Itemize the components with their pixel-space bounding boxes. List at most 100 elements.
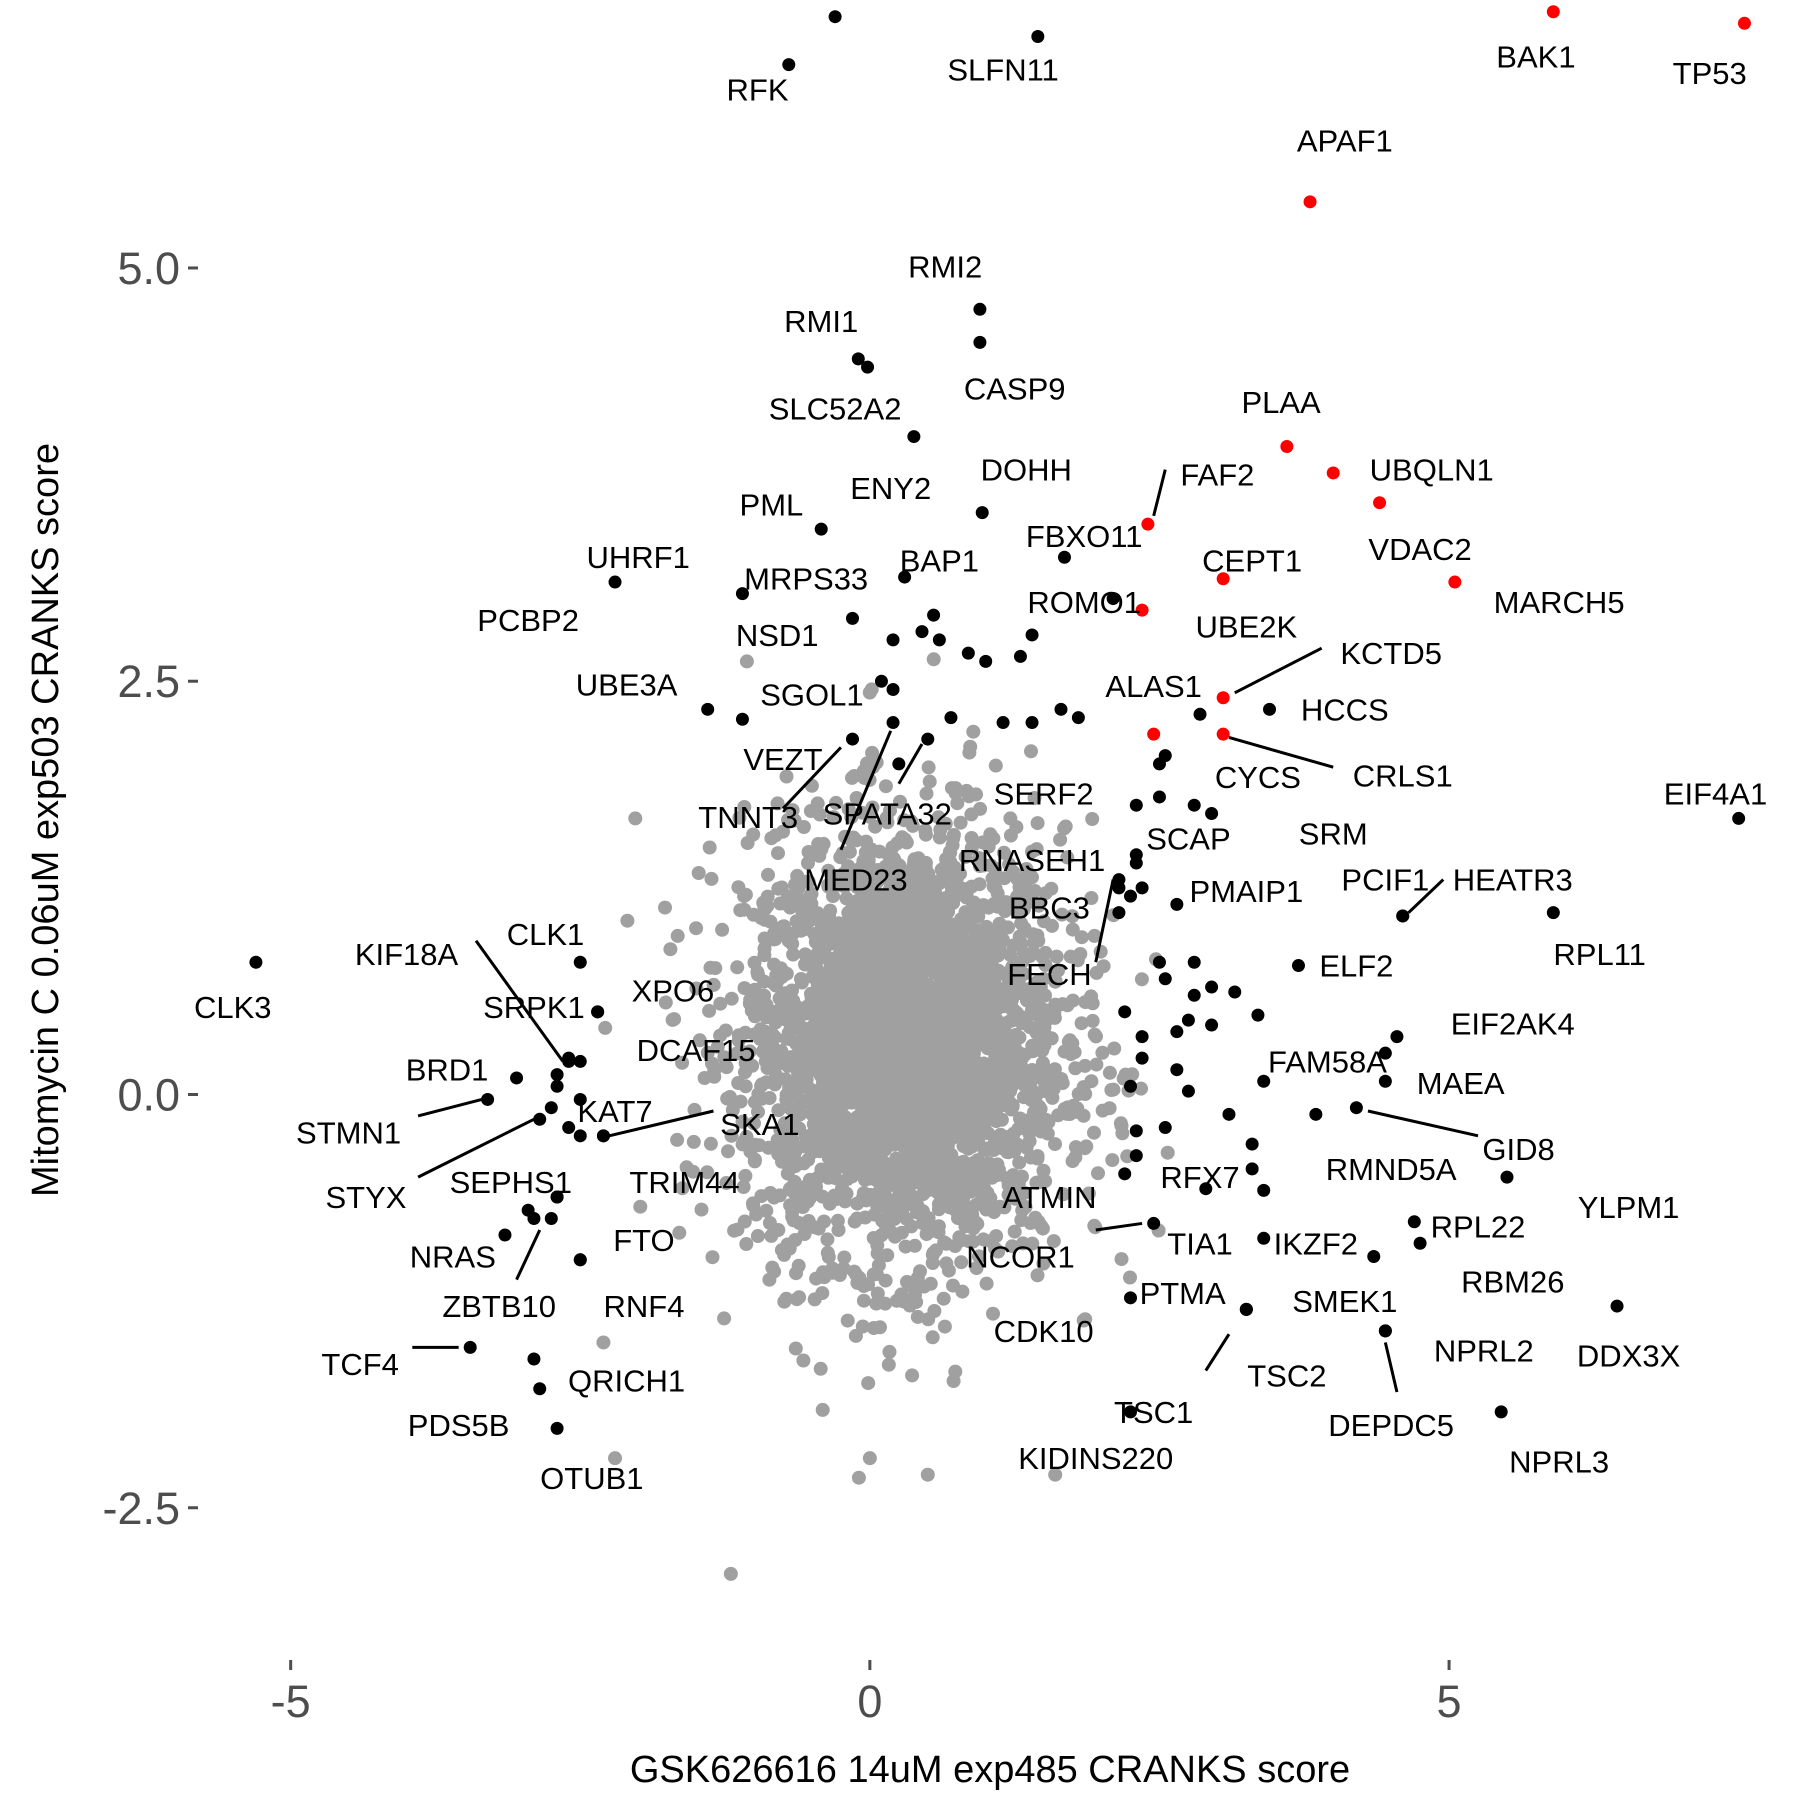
background-point [974,1032,988,1047]
background-point [722,1090,737,1104]
background-point [774,970,789,985]
gene-point-slfn11 [1031,30,1045,44]
background-point [953,866,967,881]
background-point [829,795,843,810]
gene-label-heatr3: HEATR3 [1453,863,1573,898]
label-leader-lines [412,469,1479,1393]
gene-label-trim44: TRIM44 [629,1165,739,1200]
background-point [861,1376,876,1391]
gene-point-styx [533,1112,547,1126]
background-point [876,1009,891,1024]
background-point [931,1202,946,1217]
background-point [1020,993,1035,1008]
gene-label-rbm26: RBM26 [1461,1264,1564,1299]
background-point [958,1010,972,1025]
x-axis-title: GSK626616 14uM exp485 CRANKS score [630,1749,1350,1791]
background-point [988,978,1003,993]
background-point [989,1027,1004,1042]
gene-label-ncor1: NCOR1 [966,1239,1075,1274]
background-point [856,1293,871,1308]
background-point [1002,857,1017,872]
gene-point [1245,1162,1259,1176]
background-point [759,1203,774,1218]
leader-line [474,939,565,1063]
background-point [702,1003,717,1018]
gene-label-ube2k: UBE2K [1196,610,1298,645]
background-point [1032,987,1047,1002]
background-point [795,903,809,918]
gene-point-med23 [886,716,900,730]
gene-label-plaa: PLAA [1241,385,1321,420]
background-point [797,1227,812,1241]
background-point [1102,1101,1117,1116]
gene-label-tnnt3: TNNT3 [698,800,798,835]
background-point [596,1335,611,1350]
background-point [747,955,762,970]
background-point [768,828,783,843]
background-point [954,1095,969,1110]
background-point [849,988,864,1003]
gene-label-bak1: BAK1 [1496,39,1575,74]
gene-point-spata32 [921,732,935,746]
gene-point-vezt [845,732,859,746]
gene-label-fto: FTO [613,1223,674,1258]
background-point [821,1007,836,1022]
background-point [694,1202,709,1217]
gene-label-bbc3: BBC3 [1009,891,1090,926]
background-point [816,1138,831,1153]
background-point [832,1160,847,1174]
background-point [1125,1067,1140,1082]
gene-label-slc52a2: SLC52A2 [769,391,902,426]
background-point [1051,963,1065,978]
background-point [757,1001,772,1016]
background-point [903,1092,918,1107]
background-point [1084,891,1099,905]
background-point [1134,972,1149,987]
gene-label-vezt: VEZT [743,742,822,777]
background-point [670,1132,685,1147]
background-point [868,1143,883,1158]
gene-point [1222,1107,1236,1121]
background-point [1018,1200,1033,1214]
background-point [817,1214,831,1229]
background-point [670,928,685,943]
background-point [1065,993,1080,1008]
background-point [898,1239,913,1254]
gene-label-ubqln1: UBQLN1 [1370,453,1494,488]
background-point [950,796,965,811]
leader-line [1095,1221,1143,1232]
gene-label-qrich1: QRICH1 [568,1363,685,1398]
x-tick-label: -5 [271,1676,311,1727]
gene-point-depdc5 [1378,1324,1392,1338]
background-point [919,786,934,801]
gene-label-ddx3x: DDX3X [1577,1339,1681,1374]
background-point [789,1266,803,1281]
gene-point-rpl11 [1546,906,1560,920]
background-point [1078,995,1093,1010]
gene-point-kctd5 [1216,691,1230,705]
gene-point [979,654,993,668]
gene-point-cept1 [1216,572,1230,586]
background-point [929,1124,943,1139]
background-point [663,942,678,957]
background-point [936,1291,951,1306]
background-point [820,1163,835,1178]
leader-line [781,746,842,810]
gene-point-apaf1 [1303,195,1317,209]
background-point [859,1024,874,1039]
background-point [721,1144,735,1159]
gene-label-spata32: SPATA32 [823,796,952,831]
background-point [878,779,893,794]
background-point [859,1062,874,1077]
gene-point [1054,702,1068,716]
background-point [864,682,879,697]
background-point [1001,1178,1016,1193]
background-point [1065,1154,1080,1169]
gene-point-xpo6 [591,1005,605,1019]
background-point [888,858,903,873]
gene-point [1187,988,1201,1002]
background-point [874,1080,889,1095]
background-point [691,866,706,880]
background-point [851,1470,866,1485]
background-point [883,803,897,818]
